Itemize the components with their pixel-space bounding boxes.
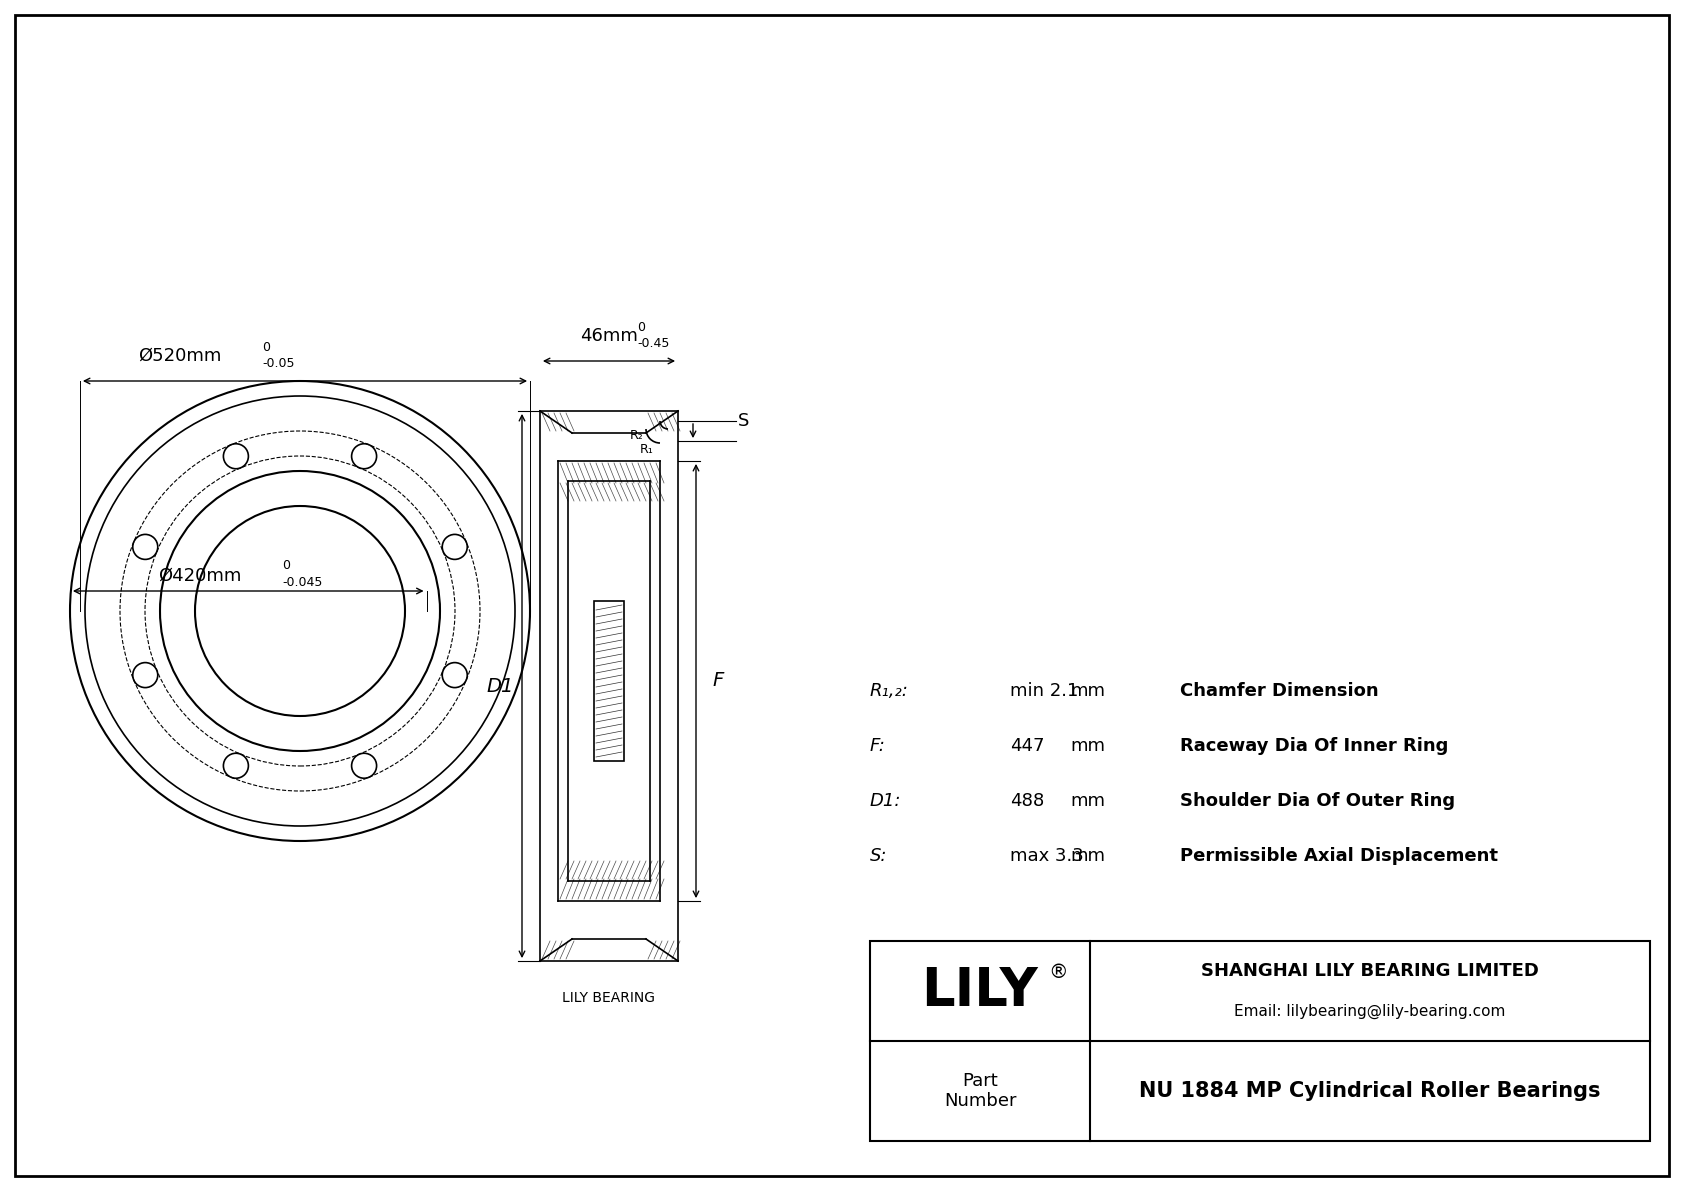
- Text: F: F: [712, 672, 724, 691]
- Bar: [594, 601, 625, 761]
- Text: 447: 447: [1010, 737, 1044, 755]
- Text: R₁,₂:: R₁,₂:: [871, 682, 909, 700]
- Text: LILY BEARING: LILY BEARING: [562, 991, 655, 1005]
- Text: D1: D1: [487, 676, 514, 696]
- Text: R₁: R₁: [640, 443, 653, 456]
- Text: mm: mm: [1069, 847, 1105, 865]
- Text: Ø420mm: Ø420mm: [158, 567, 242, 585]
- Text: R₂: R₂: [630, 429, 643, 442]
- Text: mm: mm: [1069, 737, 1105, 755]
- Text: NU 1884 MP Cylindrical Roller Bearings: NU 1884 MP Cylindrical Roller Bearings: [1140, 1081, 1601, 1100]
- Text: 0: 0: [281, 559, 290, 572]
- Text: SHANGHAI LILY BEARING LIMITED: SHANGHAI LILY BEARING LIMITED: [1201, 962, 1539, 980]
- Text: S:: S:: [871, 847, 887, 865]
- Text: max 3.3: max 3.3: [1010, 847, 1084, 865]
- Text: S: S: [738, 412, 749, 430]
- Text: -0.45: -0.45: [637, 337, 669, 350]
- Text: mm: mm: [1069, 792, 1105, 810]
- Text: Email: lilybearing@lily-bearing.com: Email: lilybearing@lily-bearing.com: [1234, 1003, 1505, 1018]
- Text: 0: 0: [637, 322, 645, 333]
- Text: Chamfer Dimension: Chamfer Dimension: [1180, 682, 1379, 700]
- Text: min 2.1: min 2.1: [1010, 682, 1078, 700]
- Text: D1:: D1:: [871, 792, 901, 810]
- Text: Raceway Dia Of Inner Ring: Raceway Dia Of Inner Ring: [1180, 737, 1448, 755]
- Text: Shoulder Dia Of Outer Ring: Shoulder Dia Of Outer Ring: [1180, 792, 1455, 810]
- Text: Ø520mm: Ø520mm: [138, 347, 222, 364]
- Text: Part
Number: Part Number: [943, 1072, 1015, 1110]
- Text: ®: ®: [1047, 964, 1068, 983]
- Text: LILY: LILY: [921, 965, 1039, 1017]
- Text: 0: 0: [263, 341, 269, 354]
- Text: 46mm: 46mm: [579, 328, 638, 345]
- Text: 488: 488: [1010, 792, 1044, 810]
- Text: Permissible Axial Displacement: Permissible Axial Displacement: [1180, 847, 1499, 865]
- Text: -0.05: -0.05: [263, 357, 295, 370]
- Text: mm: mm: [1069, 682, 1105, 700]
- Text: -0.045: -0.045: [281, 576, 322, 590]
- Text: F:: F:: [871, 737, 886, 755]
- Bar: [871, 941, 1650, 1141]
